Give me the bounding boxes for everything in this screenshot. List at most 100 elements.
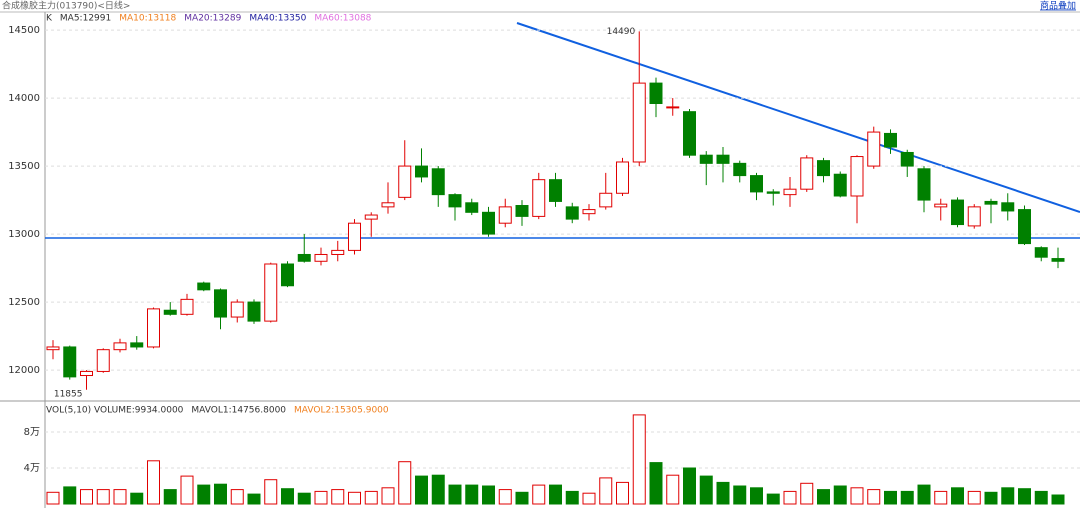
candle-body [415,165,428,178]
volume-bar [632,414,646,505]
candle-body [331,249,345,255]
volume-bar [683,467,696,505]
volume-bar [498,489,512,505]
volume-bar [431,474,445,505]
candle-body [247,301,261,322]
candle-body [147,308,160,348]
y-tick-label: 12000 [8,365,40,376]
volume-bar [984,491,998,505]
candle-body [683,111,696,156]
volume-bar [448,484,462,505]
volume-bar [147,460,160,505]
legend-entry: MA5:12991 [60,14,111,24]
volume-bar [884,490,897,505]
volume-bar [766,493,780,505]
candle-body [967,206,981,227]
overlay-link[interactable]: 商品叠加 [1040,0,1076,12]
legend-entry: MA10:13118 [119,14,176,24]
volume-bar [1018,488,1031,505]
candle-body [532,179,546,217]
candle-body [934,203,948,208]
volume-bar [297,492,311,505]
candle-body [1034,247,1048,258]
volume-bar [381,487,395,505]
candle-body [465,202,479,213]
volume-bar [900,490,914,505]
candle-body [632,82,646,163]
legend-entry: MAVOL2:15305.9000 [294,406,389,416]
volume-bar [1001,487,1015,505]
y-tick-label: 14000 [8,93,40,104]
candle-body [130,342,144,348]
volume-bar [230,489,244,505]
volume-bar [917,484,931,505]
candle-body [1001,202,1015,212]
volume-bar [1034,490,1048,505]
volume-bar [415,475,428,505]
legend-entry: MA20:13289 [184,14,241,24]
volume-bar [565,490,579,505]
candle-body [180,298,194,315]
y-tick-label: 8万 [24,427,40,438]
candle-body [716,154,730,164]
candle-body [515,205,529,217]
volume-bar [850,487,864,505]
high-annotation: 14490 [607,27,636,37]
candle-body [549,179,562,202]
candle-body [230,301,244,318]
y-tick-label: 4万 [24,463,40,474]
candle-body [783,188,797,196]
candle-body [1018,209,1031,245]
candle-body [582,209,596,215]
volume-bar [331,489,345,505]
volume-bar [867,489,881,505]
candle-body [96,349,110,372]
candle-body [348,222,361,251]
candle-body [666,106,680,109]
candle-body [197,282,211,291]
candle-body [264,263,278,322]
volume-bar [783,490,797,505]
candle-body [297,253,311,262]
volume-bar [46,491,60,505]
candle-body [498,206,512,224]
candle-body [1051,258,1065,262]
candle-body [616,161,629,194]
volume-bar [96,489,110,505]
candle-body [850,156,864,197]
volume-bar [482,485,495,505]
legend-entry: MAVOL1:14756.8000 [191,406,286,416]
candle-body [699,154,713,164]
title: 合成橡胶主力(013790)<日线> [2,0,130,12]
candle-body [817,160,830,177]
volume-bar [364,490,378,505]
volume-bar [649,462,663,505]
candle-body [766,191,780,194]
volume-bar [616,481,629,505]
candle-body [448,194,462,208]
volume-bar [465,484,479,505]
candle-body [565,206,579,220]
candle-body [163,309,177,315]
volume-bar [599,477,613,505]
candle-body [884,132,897,148]
volume-bar [515,491,529,505]
volume-bar [398,461,412,505]
candle-body [214,289,227,318]
candle-body [281,263,294,287]
legend-entry: MA60:13088 [314,14,371,24]
volume-bar [733,485,747,505]
y-tick-label: 12500 [8,297,40,308]
volume-bar [1051,494,1065,505]
volume-bar [549,484,562,505]
volume-bar [666,474,680,505]
y-tick-label: 13500 [8,161,40,172]
volume-bar [63,486,77,505]
volume-bar [951,487,964,505]
candle-body [984,200,998,205]
candle-body [750,175,763,193]
volume-bar [750,487,763,505]
volume-bar [314,490,328,505]
volume-bar [180,475,194,505]
